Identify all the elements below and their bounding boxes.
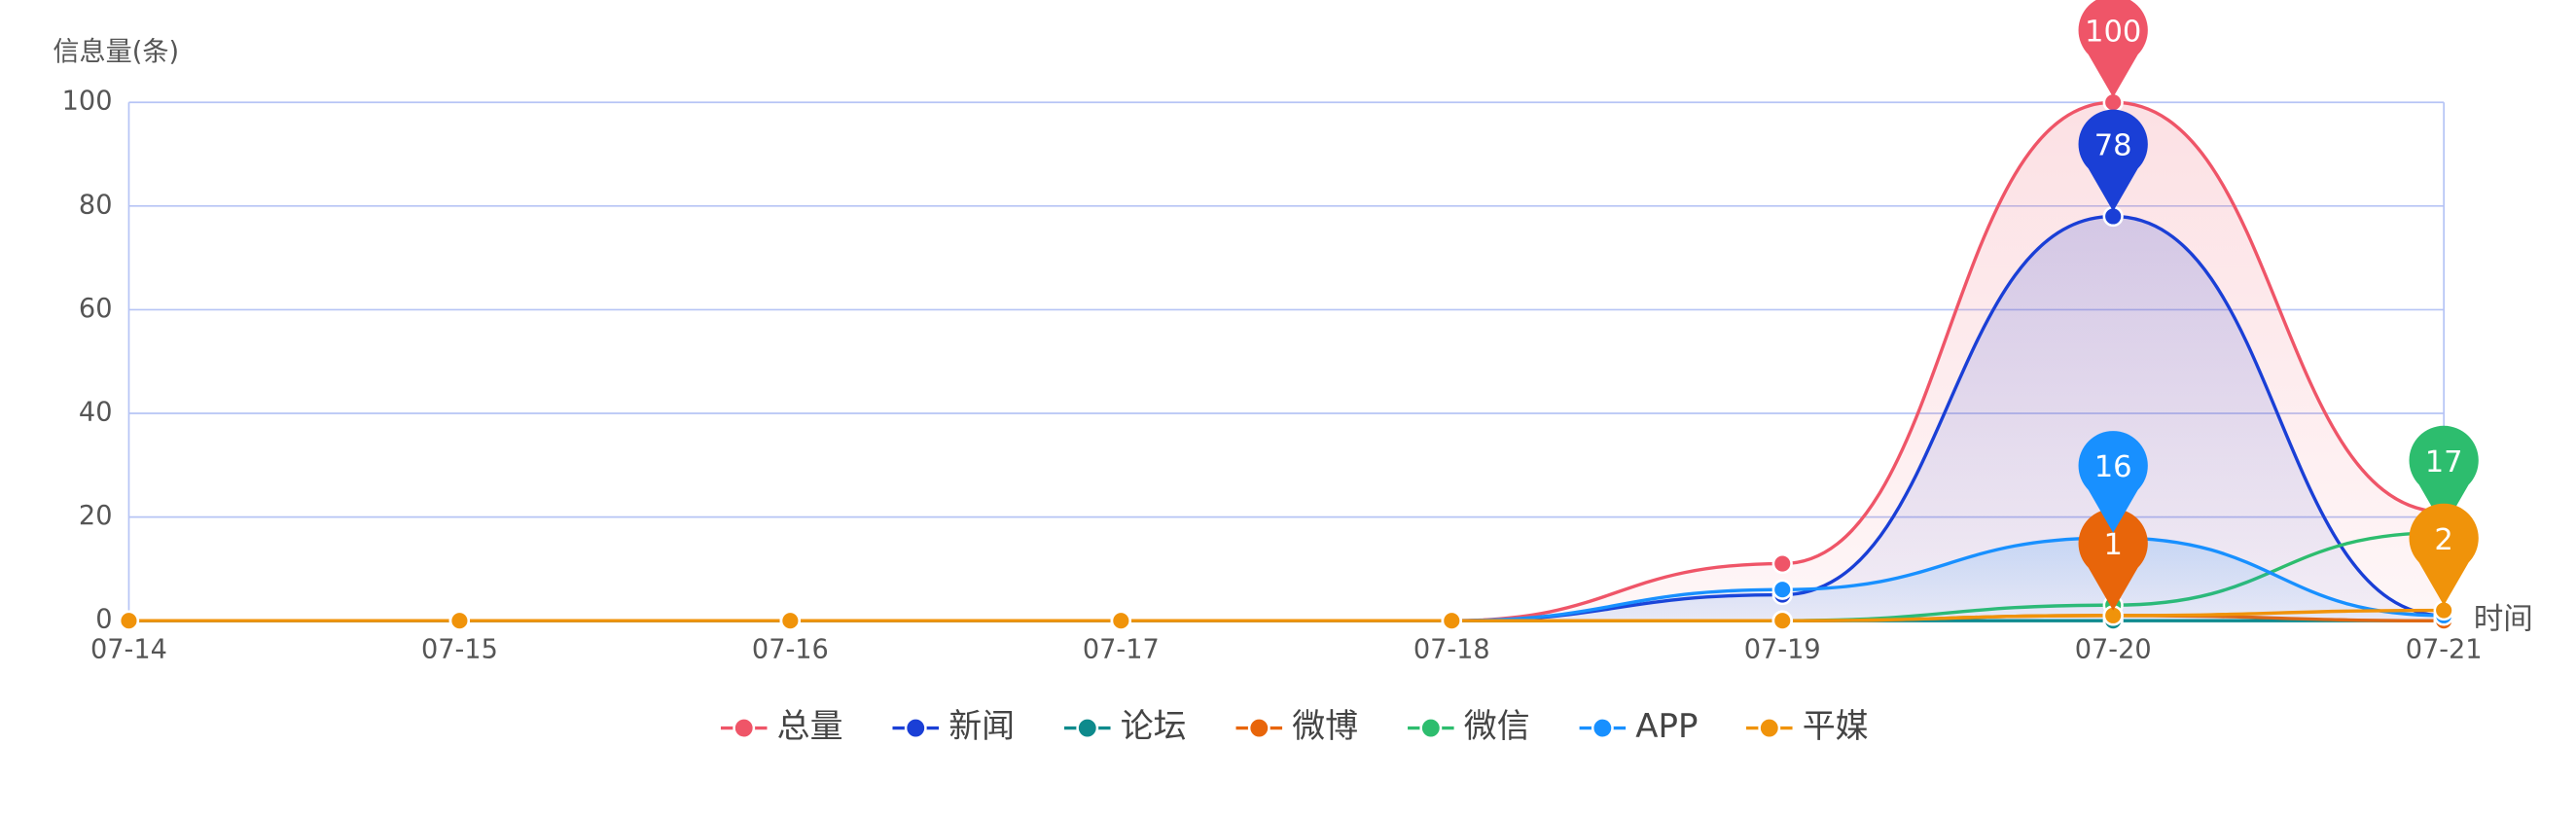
point (1441, 610, 1462, 631)
pin-label: 2 (2434, 523, 2452, 557)
max-pin: 1 (2078, 509, 2148, 611)
legend-item[interactable]: 总量 (720, 707, 843, 746)
legend-label: APP (1635, 707, 1698, 746)
legend-marker (1076, 717, 1099, 739)
y-tick-label: 40 (79, 398, 113, 428)
pin-shape (2409, 503, 2479, 606)
x-tick-label: 07-19 (1744, 634, 1821, 664)
point (1771, 552, 1793, 575)
x-tick-label: 07-21 (2406, 634, 2483, 664)
x-tick-label: 07-15 (421, 634, 498, 664)
legend-label: 论坛 (1121, 707, 1187, 746)
y-axis-label: 信息量(条) (53, 37, 179, 67)
legend-item[interactable]: 新闻 (892, 707, 1015, 746)
legend-marker (1247, 717, 1270, 739)
area (128, 537, 2445, 621)
pin-label: 17 (2425, 445, 2463, 479)
pin-label: 78 (2094, 129, 2132, 163)
y-tick-label: 20 (79, 501, 113, 531)
y-tick-label: 60 (79, 294, 113, 324)
legend-item[interactable]: 论坛 (1064, 707, 1187, 746)
point (448, 610, 471, 631)
pin-label: 100 (2085, 15, 2141, 49)
legend-item[interactable]: 微信 (1408, 707, 1530, 746)
legend-label: 平媒 (1803, 707, 1869, 746)
x-tick-label: 07-20 (2075, 634, 2152, 664)
pin-shape (2078, 431, 2148, 533)
point (1110, 610, 1131, 631)
legend-label: 微博 (1292, 707, 1358, 746)
legend-marker (1419, 717, 1443, 739)
max-pin: 16 (2078, 431, 2148, 533)
pin-shape (2078, 509, 2148, 611)
x-tick-label: 07-16 (752, 634, 829, 664)
x-tick-label: 07-18 (1413, 634, 1490, 664)
y-tick-label: 80 (79, 190, 113, 220)
pin-label: 1 (2103, 528, 2122, 562)
point (118, 610, 140, 631)
y-tick-label: 100 (62, 87, 113, 117)
legend-item[interactable]: 微博 (1235, 707, 1359, 746)
point (1771, 579, 1793, 600)
legend-item[interactable]: 平媒 (1746, 707, 1869, 746)
legend-marker (904, 717, 927, 739)
legend-label: 总量 (777, 707, 843, 746)
x-tick-label: 07-14 (90, 634, 167, 664)
pin-shape (2078, 109, 2148, 212)
max-pin: 78 (2078, 109, 2148, 212)
y-tick-label: 0 (95, 605, 112, 635)
pin-shape (2078, 0, 2148, 98)
legend-marker (1758, 717, 1781, 739)
point (779, 610, 801, 631)
legend-label: 微信 (1464, 707, 1530, 746)
max-pin: 2 (2409, 503, 2479, 606)
line (128, 608, 2445, 622)
x-axis-label: 时间 (2474, 603, 2533, 637)
max-pin: 17 (2409, 425, 2479, 528)
legend-marker (733, 717, 756, 739)
legend-label: 新闻 (948, 707, 1015, 746)
legend-item[interactable]: APP (1579, 707, 1699, 746)
x-tick-label: 07-17 (1083, 634, 1160, 664)
pin-label: 16 (2094, 450, 2132, 484)
point (1771, 610, 1793, 631)
legend-marker (1591, 717, 1614, 739)
max-pin: 100 (2078, 0, 2148, 98)
pin-shape (2409, 425, 2479, 528)
